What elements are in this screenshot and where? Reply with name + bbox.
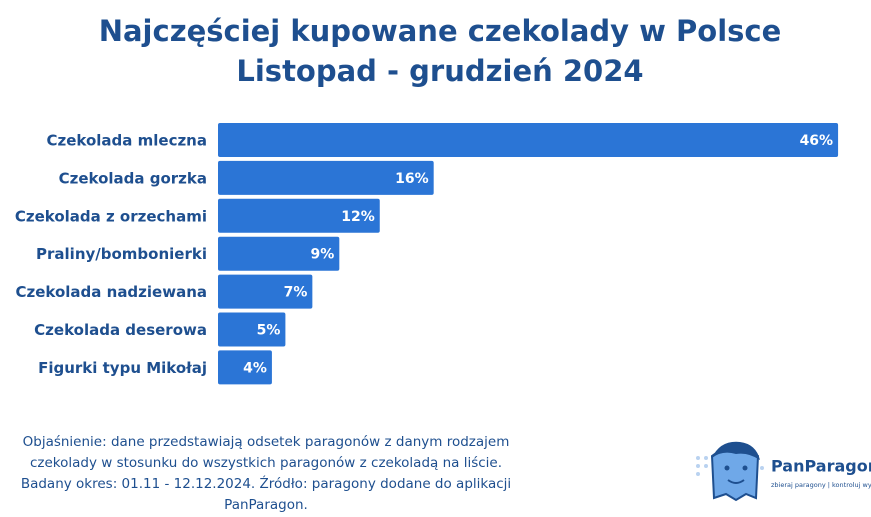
category-label: Czekolada gorzka — [59, 169, 207, 187]
category-label: Czekolada nadziewana — [16, 283, 208, 301]
chart-title: Najczęściej kupowane czekolady w Polsce — [99, 14, 782, 48]
category-label: Czekolada deserowa — [34, 321, 207, 339]
category-label: Figurki typu Mikołaj — [38, 359, 207, 377]
value-label: 46% — [800, 133, 834, 149]
logo-eye — [724, 465, 730, 471]
bar — [218, 198, 380, 233]
bar — [218, 274, 313, 309]
bar — [218, 312, 286, 347]
footnote-line: Objaśnienie: dane przedstawiają odsetek … — [23, 434, 510, 450]
logo-name: PanParagon — [771, 457, 871, 476]
category-label: Praliny/bombonierki — [36, 245, 207, 263]
value-label: 7% — [284, 285, 308, 301]
footnote: Objaśnienie: dane przedstawiają odsetek … — [21, 434, 511, 513]
category-label: Czekolada z orzechami — [15, 207, 207, 225]
value-label: 9% — [311, 247, 335, 263]
value-label: 12% — [341, 209, 375, 225]
bar — [218, 350, 272, 385]
logo-eye — [742, 465, 748, 471]
value-label: 5% — [257, 323, 281, 339]
category-label: Czekolada mleczna — [46, 132, 207, 150]
value-label: 16% — [395, 171, 429, 187]
footnote-line: Badany okres: 01.11 - 12.12.2024. Źródło… — [21, 474, 511, 492]
value-label: 4% — [243, 360, 267, 376]
logo: PanParagon zbieraj paragony | kontroluj … — [696, 441, 871, 502]
bar — [218, 123, 839, 157]
logo-hair — [712, 441, 760, 460]
logo-mouth — [727, 479, 745, 484]
logo-tagline: zbieraj paragony | kontroluj wydatki — [771, 481, 871, 489]
bar — [218, 160, 434, 195]
footnote-line: PanParagon. — [224, 497, 308, 513]
chart-subtitle: Listopad - grudzień 2024 — [236, 54, 643, 88]
footnote-line: czekolady w stosunku do wszystkich parag… — [30, 455, 502, 471]
bar — [218, 236, 340, 271]
